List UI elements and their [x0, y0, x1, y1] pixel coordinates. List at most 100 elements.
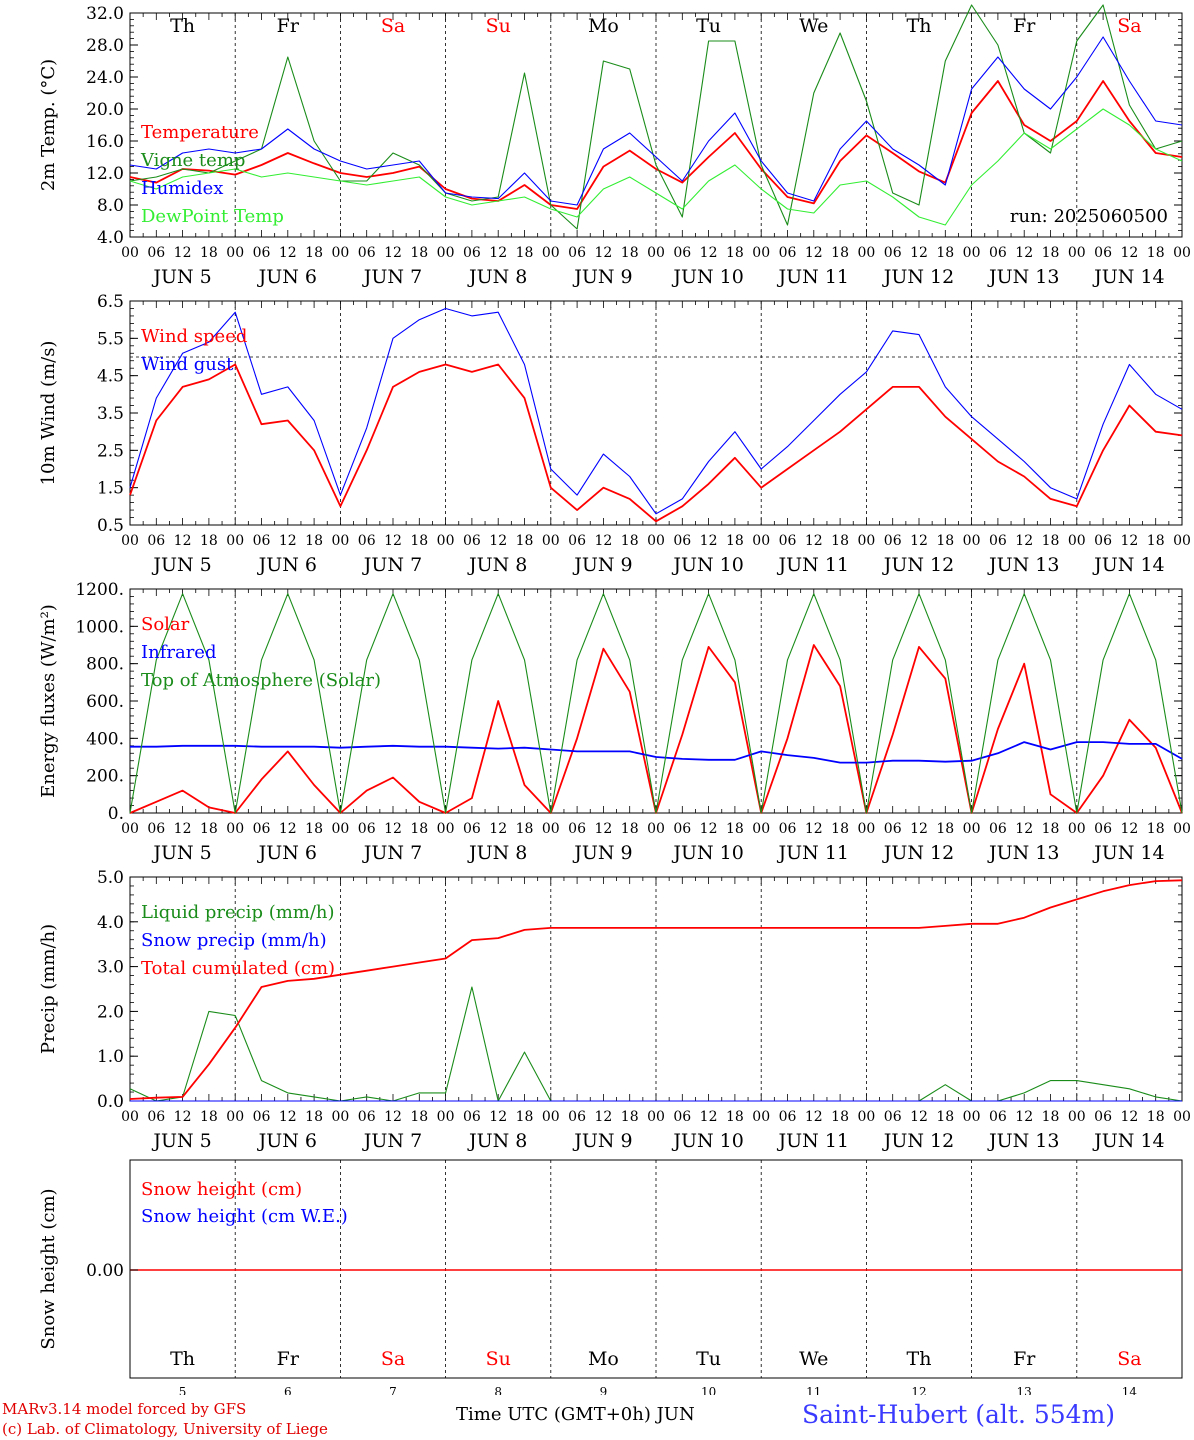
precip-hour-label: 06: [989, 1109, 1007, 1125]
energy-hour-label: 12: [700, 821, 718, 837]
snow-day-number: 12: [911, 1385, 926, 1395]
snow-day-number: 7: [389, 1385, 397, 1395]
precip-hour-label: 00: [331, 1109, 349, 1125]
temperature-y-axis-label: 2m Temp. (°C): [38, 59, 59, 191]
energy-series-2-line: [129, 593, 1183, 814]
precip-hour-label: 18: [1147, 1109, 1165, 1125]
precip-hour-label: 06: [779, 1109, 797, 1125]
temperature-date-label: JUN 14: [1092, 266, 1164, 288]
wind-hour-label: 12: [1015, 533, 1033, 549]
wind-hour-label: 06: [147, 533, 165, 549]
temperature-y-tick-label: 4.0: [97, 228, 124, 248]
snow-day-number: 11: [806, 1385, 821, 1395]
wind-date-label: JUN 10: [671, 554, 743, 576]
wind-y-tick-label: 5.5: [97, 329, 124, 349]
energy-legend-0: Solar: [141, 614, 190, 635]
precip-hour-label: 06: [147, 1109, 165, 1125]
temperature-hour-label: 06: [1094, 245, 1112, 261]
precip-hour-label: 00: [647, 1109, 665, 1125]
wind-hour-label: 18: [1147, 533, 1165, 549]
wind-hour-label: 12: [279, 533, 297, 549]
energy-date-label: JUN 12: [882, 842, 954, 864]
snow-weekday-label: We: [799, 1348, 828, 1370]
precip-hour-label: 00: [752, 1109, 770, 1125]
wind-hour-label: 18: [410, 533, 428, 549]
snow-y-tick-label: 0.00: [86, 1261, 124, 1281]
wind-hour-label: 00: [542, 533, 560, 549]
energy-date-label: JUN 14: [1092, 842, 1164, 864]
temperature-hour-label: 12: [594, 245, 612, 261]
energy-y-tick-label: 0.: [108, 804, 124, 824]
energy-hour-label: 06: [463, 821, 481, 837]
run-annotation: run: 2025060500: [1010, 206, 1168, 227]
precip-hour-label: 00: [1068, 1109, 1086, 1125]
energy-y-tick-label: 200.: [86, 767, 124, 787]
wind-hour-label: 12: [384, 533, 402, 549]
precip-y-tick-label: 1.0: [97, 1047, 124, 1067]
wind-hour-label: 12: [489, 533, 507, 549]
wind-series-1-line: [129, 307, 1183, 515]
precip-date-label: JUN 10: [671, 1130, 743, 1152]
precip-hour-label: 12: [174, 1109, 192, 1125]
snow-weekday-label: Th: [907, 1348, 932, 1370]
precip-hour-label: 06: [673, 1109, 691, 1125]
wind-hour-label: 18: [305, 533, 323, 549]
precip-hour-label: 06: [1094, 1109, 1112, 1125]
wind-hour-label: 06: [989, 533, 1007, 549]
snow-weekday-label: Th: [170, 1348, 195, 1370]
temperature-date-label: JUN 7: [362, 266, 422, 288]
energy-hour-label: 12: [1120, 821, 1138, 837]
precip-date-label: JUN 13: [987, 1130, 1059, 1152]
energy-hour-label: 06: [358, 821, 376, 837]
temperature-date-label: JUN 13: [987, 266, 1059, 288]
wind-hour-label: 12: [594, 533, 612, 549]
snow-weekday-label: Mo: [588, 1348, 619, 1370]
energy-hour-label: 00: [963, 821, 981, 837]
wind-hour-label: 18: [726, 533, 744, 549]
energy-hour-label: 12: [1015, 821, 1033, 837]
temperature-hour-label: 06: [463, 245, 481, 261]
precip-legend-1: Snow precip (mm/h): [141, 930, 327, 951]
temperature-hour-label: 06: [358, 245, 376, 261]
precip-date-label: JUN 5: [151, 1130, 211, 1152]
temperature-y-tick-label: 12.0: [86, 164, 124, 184]
energy-y-tick-label: 1000.: [75, 617, 124, 637]
wind-date-label: JUN 9: [572, 554, 632, 576]
precip-hour-label: 12: [1120, 1109, 1138, 1125]
wind-hour-label: 00: [226, 533, 244, 549]
wind-hour-label: 00: [857, 533, 875, 549]
energy-hour-label: 12: [805, 821, 823, 837]
temperature-hour-label: 00: [437, 245, 455, 261]
wind-hour-label: 00: [121, 533, 139, 549]
energy-hour-label: 12: [384, 821, 402, 837]
temperature-hour-label: 00: [1068, 245, 1086, 261]
precip-hour-label: 12: [279, 1109, 297, 1125]
energy-hour-label: 00: [857, 821, 875, 837]
precip-hour-label: 18: [936, 1109, 954, 1125]
wind-legend-1: Wind gust: [141, 354, 234, 375]
energy-y-tick-label: 600.: [86, 692, 124, 712]
precip-y-tick-label: 5.0: [97, 868, 124, 888]
energy-hour-label: 18: [200, 821, 218, 837]
temperature-date-label: JUN 9: [572, 266, 632, 288]
snow-weekday-label: Fr: [277, 1348, 300, 1370]
temperature-weekday-label: Tu: [696, 15, 721, 37]
precip-y-tick-label: 2.0: [97, 1002, 124, 1022]
wind-date-label: JUN 14: [1092, 554, 1164, 576]
precip-hour-label: 12: [910, 1109, 928, 1125]
energy-date-label: JUN 6: [257, 842, 317, 864]
wind-hour-label: 00: [437, 533, 455, 549]
wind-y-axis-label: 10m Wind (m/s): [38, 341, 59, 486]
snow-day-number: 10: [701, 1385, 716, 1395]
temperature-hour-label: 18: [726, 245, 744, 261]
wind-hour-label: 06: [1094, 533, 1112, 549]
temperature-weekday-label: Th: [170, 15, 195, 37]
wind-y-tick-label: 3.5: [97, 404, 124, 424]
temperature-hour-label: 00: [331, 245, 349, 261]
energy-hour-label: 00: [1068, 821, 1086, 837]
snow-day-number: 8: [494, 1385, 502, 1395]
wind-hour-label: 18: [936, 533, 954, 549]
temperature-y-tick-label: 16.0: [86, 132, 124, 152]
wind-hour-label: 00: [1068, 533, 1086, 549]
temperature-hour-label: 12: [1015, 245, 1033, 261]
